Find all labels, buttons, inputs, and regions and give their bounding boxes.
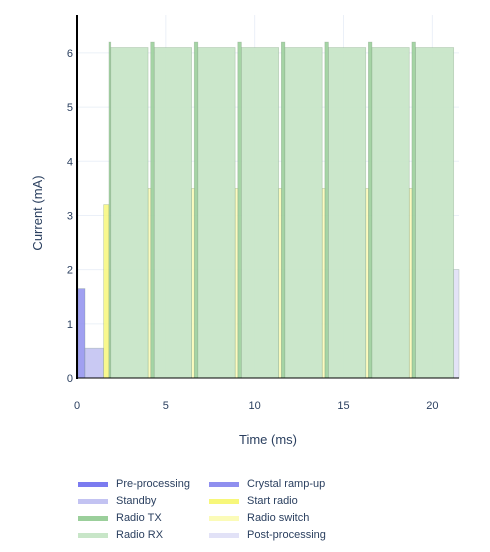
y-tick-label: 3: [67, 210, 73, 222]
y-tick-label: 5: [67, 102, 73, 114]
bar-radio-rx: [328, 47, 367, 379]
tick-labels: 0 1 2 3 4 5 6 0 5 10 15 20: [67, 48, 439, 412]
bar-radio-rx: [284, 47, 323, 379]
legend-item-standby[interactable]: Standby: [78, 493, 156, 509]
legend-label: Radio RX: [116, 529, 164, 541]
plot-area: [76, 41, 460, 379]
x-tick-label: 5: [163, 400, 169, 412]
y-axis-title: Current (mA): [30, 175, 45, 250]
y-tick-label: 1: [67, 319, 73, 331]
legend-label: Radio switch: [247, 512, 310, 524]
bar-radio-rx: [240, 47, 280, 379]
axes: [76, 15, 459, 379]
bar-radio-tx: [324, 41, 329, 379]
x-axis-title: Time (ms): [239, 432, 297, 447]
legend-label: Radio TX: [116, 512, 162, 524]
bar-radio-switch: [191, 188, 195, 379]
legend-item-radio-rx[interactable]: Radio RX: [78, 527, 163, 543]
legend-label: Start radio: [247, 495, 298, 507]
bar-radio-tx: [368, 41, 373, 379]
bar-start-radio: [103, 204, 110, 379]
bar-radio-switch: [408, 188, 413, 379]
x-tick-label: 20: [426, 400, 438, 412]
x-tick-label: 15: [337, 400, 349, 412]
bar-radio-tx: [280, 41, 286, 379]
legend-label: Standby: [116, 495, 157, 507]
legend-swatch: [78, 481, 108, 487]
bar-radio-rx: [153, 47, 192, 379]
legend-item-pre-processing[interactable]: Pre-processing: [78, 476, 190, 492]
legend-swatch: [78, 498, 108, 504]
y-tick-label: 2: [67, 265, 73, 277]
legend-swatch: [209, 515, 239, 521]
legend-item-crystal-ramp-up[interactable]: Crystal ramp-up: [209, 476, 325, 492]
bar-radio-switch: [278, 188, 282, 379]
y-tick-label: 6: [67, 48, 73, 60]
legend-item-radio-switch[interactable]: Radio switch: [209, 510, 309, 526]
bar-radio-switch: [321, 188, 326, 379]
legend-swatch: [209, 532, 239, 538]
bar-radio-rx: [371, 47, 410, 379]
legend-swatch: [78, 515, 108, 521]
y-tick-label: 0: [67, 373, 73, 385]
legend-label: Post-processing: [247, 529, 326, 541]
x-tick-label: 0: [74, 400, 80, 412]
y-tick-label: 4: [67, 156, 73, 168]
bar-post-processing: [453, 269, 460, 379]
bar-radio-rx: [110, 47, 149, 379]
bar-standby: [84, 347, 105, 379]
bar-radio-tx: [193, 41, 199, 379]
bar-radio-switch: [147, 188, 152, 379]
bar-radio-rx: [197, 47, 236, 379]
x-tick-label: 10: [249, 400, 261, 412]
bar-radio-rx: [415, 47, 455, 379]
legend-item-post-processing[interactable]: Post-processing: [209, 527, 326, 543]
legend-swatch: [78, 532, 108, 538]
legend-label: Crystal ramp-up: [247, 478, 326, 490]
legend-item-radio-tx[interactable]: Radio TX: [78, 510, 162, 526]
bar-radio-tx: [411, 41, 416, 379]
legend-label: Pre-processing: [116, 478, 190, 490]
legend-item-start-radio[interactable]: Start radio: [209, 493, 298, 509]
bar-radio-switch: [365, 188, 369, 379]
legend-swatch: [209, 481, 239, 487]
bar-radio-tx: [237, 41, 242, 379]
bar-radio-tx: [150, 41, 155, 379]
bar-crystal-ramp-up: [77, 288, 86, 379]
legend-swatch: [209, 498, 239, 504]
bar-radio-switch: [234, 188, 239, 379]
